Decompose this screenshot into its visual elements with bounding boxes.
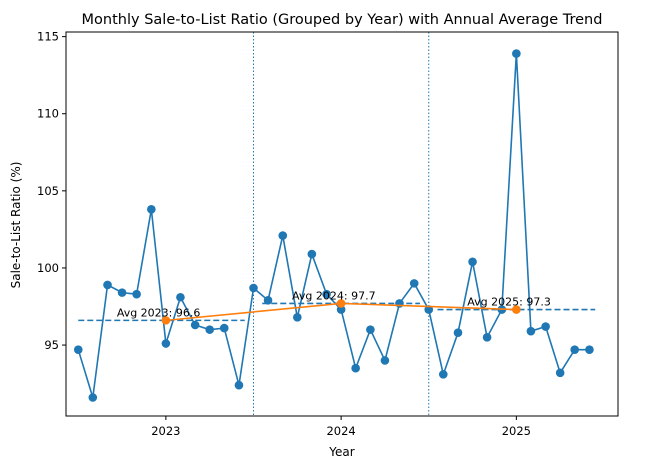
monthly-data-point: [161, 339, 171, 348]
monthly-data-point: [482, 333, 492, 342]
monthly-data-point: [263, 296, 273, 305]
monthly-data-point: [351, 363, 360, 373]
monthly-data-point: [249, 283, 258, 293]
monthly-data-point: [205, 325, 214, 334]
monthly-data-point: [424, 305, 434, 314]
monthly-data-point: [190, 320, 200, 330]
monthly-data-point: [147, 205, 156, 214]
monthly-data-point: [468, 257, 477, 267]
x-axis-label: Year: [328, 445, 354, 459]
axes-frame: [65, 31, 619, 417]
annual-trend-point: [512, 305, 521, 314]
monthly-data-point: [88, 393, 98, 402]
monthly-data-point: [555, 368, 565, 378]
x-tick-label: 2024: [326, 424, 355, 438]
monthly-data-point: [307, 249, 317, 259]
monthly-data-point: [395, 299, 404, 308]
monthly-data-point: [322, 289, 331, 299]
y-tick-label: 105: [37, 184, 59, 198]
monthly-data-point: [117, 288, 127, 297]
y-axis-label: Sale-to-List Ratio (%): [9, 162, 23, 289]
monthly-data-point: [336, 305, 346, 314]
monthly-data-point: [409, 279, 419, 288]
monthly-data-point: [526, 326, 536, 336]
annual-trend-point: [161, 316, 171, 325]
monthly-data-point: [438, 370, 448, 379]
monthly-data-point: [219, 323, 229, 333]
x-tick-label: 2025: [502, 424, 531, 438]
y-tick-label: 95: [44, 338, 59, 352]
y-tick-label: 110: [37, 107, 59, 121]
monthly-data-point: [541, 322, 550, 331]
x-tick-label: 2023: [151, 424, 180, 438]
monthly-data-point: [132, 289, 141, 299]
monthly-data-point: [380, 356, 390, 365]
monthly-data-point: [73, 345, 83, 354]
plot-area: Avg 2023: 96.6 Avg 2024: 97.7 Avg 2025: 97…: [37, 30, 619, 438]
monthly-series-line: [77, 53, 590, 398]
annual-trend-point: [336, 299, 346, 308]
monthly-data-point: [585, 345, 594, 354]
monthly-data-point: [234, 380, 244, 390]
monthly-data-point: [176, 292, 185, 302]
monthly-data-point: [293, 313, 302, 322]
monthly-data-point: [512, 49, 521, 58]
y-tick-label: 100: [37, 261, 59, 275]
annual-average-label: Avg 2023: 96.6: [117, 306, 201, 319]
y-tick-label: 115: [37, 30, 59, 44]
chart-title: Monthly Sale-to-List Ratio (Grouped by Y…: [82, 12, 603, 28]
monthly-data-point: [453, 328, 463, 338]
monthly-data-point: [570, 345, 580, 354]
annual-average-label: Avg 2025: 97.3: [467, 296, 551, 309]
monthly-data-point: [366, 325, 375, 334]
annual-average-label: Avg 2024: 97.7: [292, 289, 376, 302]
monthly-data-point: [103, 280, 112, 290]
monthly-data-point: [278, 231, 288, 240]
